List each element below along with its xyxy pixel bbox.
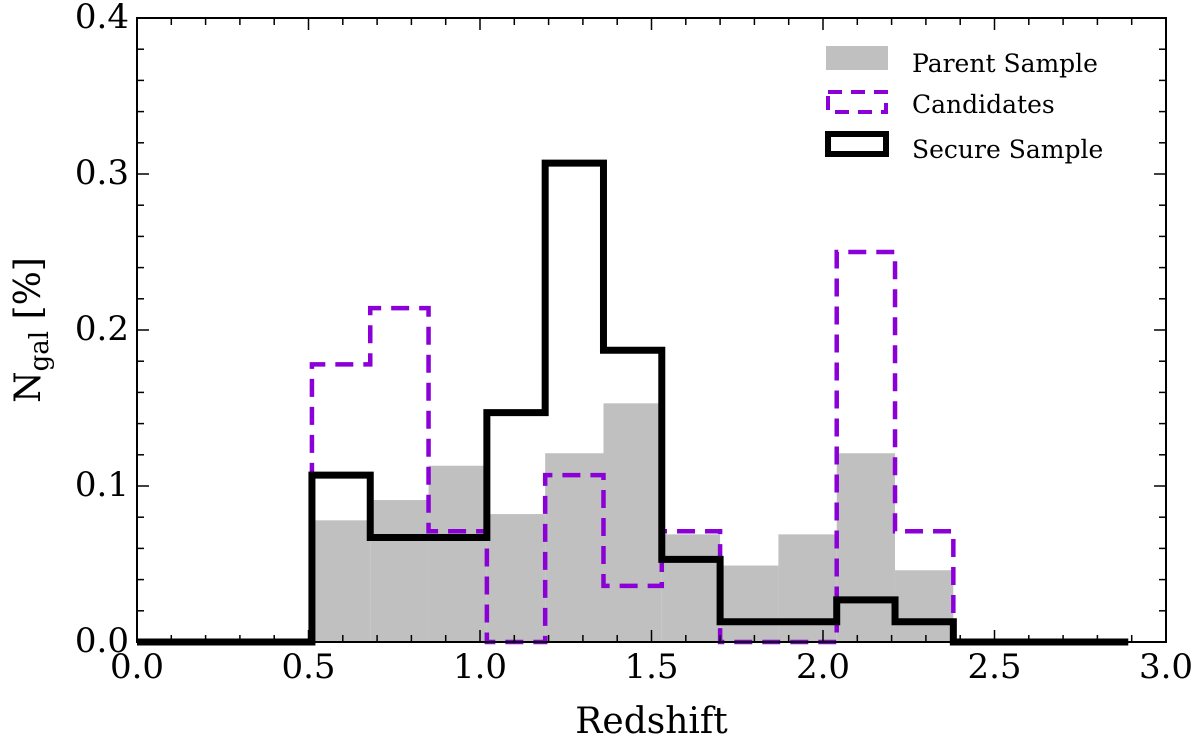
axis-ticks [136,17,1167,643]
parent-sample-bar [661,534,721,642]
y-tick-label: 0.0 [75,621,129,661]
x-tick-label: 0.0 [110,647,164,687]
y-axis-title-unit: [%] [8,257,49,331]
y-tick-label: 0.4 [75,0,129,37]
parent-sample-bar [778,534,837,642]
parent-sample-bars [311,403,954,642]
parent-sample-bar [545,453,604,642]
parent-sample-bar [370,500,429,642]
parent-sample-bar [836,453,896,642]
parent-sample-bar [895,570,954,642]
y-tick-label: 0.1 [75,465,129,505]
parent-sample-bar [428,465,487,642]
legend-label-secure-sample: Secure Sample [912,135,1103,164]
x-tick-label: 2.5 [967,647,1021,687]
y-axis-title-main: N [8,371,49,403]
parent-sample-bar [486,514,546,642]
legend-label-candidates: Candidates [912,90,1055,119]
y-tick-label: 0.3 [75,153,129,193]
x-tick-label: 3.0 [1139,647,1193,687]
y-axis-title: Ngal [%] [8,257,55,403]
y-tick-labels: 0.0 0.1 0.2 0.3 0.4 [75,0,129,661]
legend-swatch-secure-sample [825,131,889,157]
x-axis-title: Redshift [575,701,728,742]
legend-label-parent-sample: Parent Sample [912,49,1098,78]
x-tick-labels: 0.0 0.5 1.0 1.5 2.0 2.5 3.0 [110,647,1193,687]
parent-sample-bar [603,403,662,642]
parent-sample-bar [720,565,779,642]
plot-frame [136,17,1167,643]
x-tick-label: 2.0 [796,647,850,687]
step-lines [137,159,1129,646]
y-tick-label: 0.2 [75,309,129,349]
secure-sample-step-line [137,159,1129,646]
legend: Parent Sample Candidates Secure Sample [825,46,1103,164]
x-tick-label: 1.0 [453,647,507,687]
legend-swatch-parent-sample [826,46,888,70]
y-axis-title-subscript: gal [25,331,55,371]
parent-sample-bar [311,520,371,642]
legend-swatch-candidates [826,90,888,114]
candidates-step-line [137,249,1129,645]
x-tick-label: 0.5 [281,647,335,687]
x-tick-label: 1.5 [624,647,678,687]
